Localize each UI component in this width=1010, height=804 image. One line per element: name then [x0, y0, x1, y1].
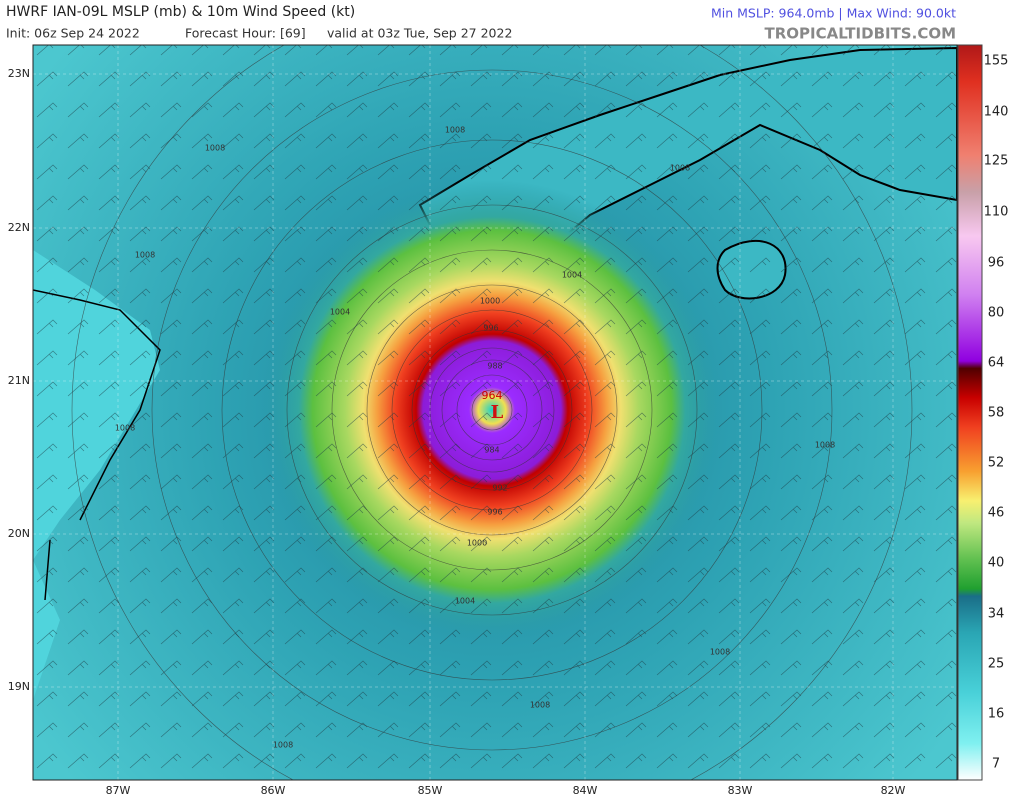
isobar-label: 1008	[670, 164, 690, 173]
center-pressure: 964	[482, 389, 503, 402]
isobar-label: 992	[492, 484, 507, 493]
credit: TROPICALTIDBITS.COM	[765, 25, 957, 43]
colorbar-label: 52	[988, 456, 1005, 471]
isobar-label: 984	[484, 446, 499, 455]
map-frame	[32, 44, 958, 781]
colorbar-label: 7	[992, 757, 1000, 772]
isobar-label: 996	[487, 508, 502, 517]
forecast: Forecast Hour: [69]	[185, 26, 306, 41]
isobar-label: 1008	[530, 701, 550, 710]
title: HWRF IAN-09L MSLP (mb) & 10m Wind Speed …	[6, 4, 355, 20]
isobar-label: 1008	[205, 144, 225, 153]
lat-label: 20N	[8, 527, 30, 540]
lon-label: 87W	[106, 784, 131, 797]
colorbar-label: 40	[988, 556, 1005, 571]
colorbar-label: 125	[984, 154, 1009, 169]
colorbar-label: 34	[988, 607, 1005, 622]
map	[33, 45, 957, 780]
isobar-label: 1008	[273, 741, 293, 750]
colorbar-label: 58	[988, 406, 1005, 421]
isobar-label: 1008	[710, 648, 730, 657]
valid: valid at 03z Tue, Sep 27 2022	[327, 26, 512, 41]
colorbar-label: 80	[988, 306, 1005, 321]
colorbar-label: 16	[988, 707, 1005, 722]
colorbar-label: 140	[984, 105, 1009, 120]
colorbar-label: 46	[988, 506, 1005, 521]
isobar-label: 1008	[115, 424, 135, 433]
lat-label: 21N	[8, 374, 30, 387]
lat-label: 22N	[8, 221, 30, 234]
lat-label: 23N	[8, 67, 30, 80]
isobar-label: 1000	[467, 539, 487, 548]
lon-label: 82W	[881, 784, 906, 797]
wind-barbs	[33, 45, 957, 780]
isobar-label: 1004	[330, 308, 350, 317]
lon-label: 85W	[418, 784, 443, 797]
isobar-label: 988	[487, 362, 502, 371]
isobar-label: 1008	[445, 126, 465, 135]
colorbar-label: 155	[984, 54, 1009, 69]
isobar-label: 1000	[480, 297, 500, 306]
lon-label: 83W	[728, 784, 753, 797]
graticule	[33, 45, 957, 780]
colorbar-label: 64	[988, 356, 1005, 371]
isobar-label: 1004	[562, 271, 582, 280]
colorbar-label: 25	[988, 657, 1005, 672]
isobar-label: 996	[483, 324, 498, 333]
colorbar-label: 110	[984, 205, 1009, 220]
lon-label: 86W	[261, 784, 286, 797]
init: Init: 06z Sep 24 2022	[6, 26, 140, 41]
isobar-label: 1008	[135, 251, 155, 260]
lat-label: 19N	[8, 680, 30, 693]
colorbar	[957, 44, 983, 781]
colorbar-label: 96	[988, 256, 1005, 271]
lon-label: 84W	[573, 784, 598, 797]
isobar-label: 1004	[455, 597, 475, 606]
stats: Min MSLP: 964.0mb | Max Wind: 90.0kt	[711, 6, 956, 21]
isobar-label: 1008	[815, 441, 835, 450]
low-marker: L	[491, 402, 504, 423]
